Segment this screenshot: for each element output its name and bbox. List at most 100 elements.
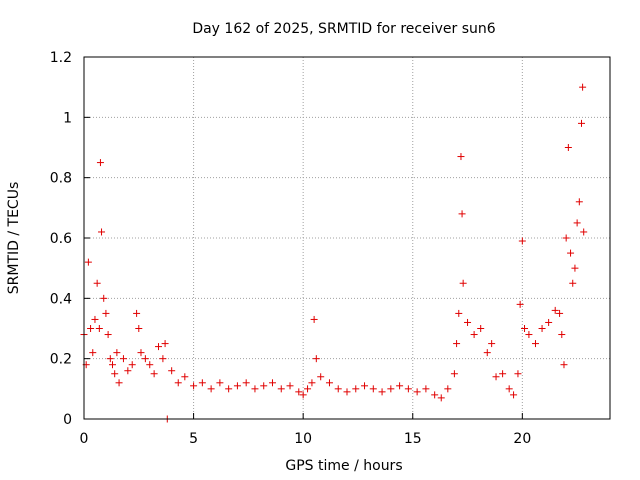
data-point — [518, 237, 526, 245]
data-point — [111, 370, 119, 378]
data-point — [488, 340, 496, 348]
data-point — [580, 228, 588, 236]
data-point — [558, 331, 566, 339]
data-point — [521, 325, 529, 332]
data-point — [93, 279, 101, 287]
data-point — [575, 198, 583, 206]
data-point — [437, 394, 445, 402]
data-point — [545, 318, 553, 326]
data-point — [216, 379, 224, 387]
data-point — [146, 361, 154, 369]
data-point — [477, 325, 485, 332]
data-point — [492, 373, 500, 381]
data-point — [464, 318, 472, 326]
data-point — [578, 119, 586, 127]
data-point — [369, 385, 377, 393]
data-point — [361, 382, 369, 390]
data-point — [444, 385, 452, 393]
data-point — [579, 83, 587, 91]
data-point — [505, 385, 513, 393]
data-point — [89, 349, 97, 357]
x-tick-label: 15 — [404, 431, 422, 447]
data-point — [119, 355, 127, 363]
data-point — [569, 279, 577, 287]
data-point — [207, 385, 215, 393]
data-point — [133, 309, 141, 317]
data-point — [242, 379, 250, 387]
data-point — [396, 382, 404, 390]
data-point — [455, 309, 463, 317]
data-point — [458, 210, 466, 218]
data-point — [91, 315, 99, 323]
data-point — [457, 153, 465, 161]
data-point — [159, 355, 167, 363]
y-tick-label: 0.4 — [50, 291, 72, 307]
data-point — [352, 385, 360, 393]
data-point — [560, 361, 568, 369]
data-point — [286, 382, 294, 390]
data-point — [510, 391, 518, 399]
data-point — [84, 258, 92, 266]
data-point — [115, 379, 123, 387]
data-point — [525, 331, 533, 339]
data-point — [514, 370, 522, 378]
data-point — [470, 331, 478, 339]
data-point — [141, 355, 149, 363]
data-point — [295, 388, 303, 396]
data-point — [343, 388, 351, 396]
data-point — [174, 379, 182, 387]
x-tick-label: 10 — [294, 431, 312, 447]
data-point — [571, 264, 579, 272]
data-point — [422, 385, 430, 393]
data-points — [80, 83, 588, 423]
data-point — [96, 159, 104, 167]
x-axis-label: GPS time / hours — [285, 458, 402, 474]
data-point — [404, 385, 412, 393]
data-point — [516, 300, 524, 308]
data-point — [304, 385, 312, 393]
data-point — [499, 370, 507, 378]
data-point — [564, 144, 572, 151]
data-point — [453, 340, 461, 348]
y-tick-label: 0.8 — [50, 171, 72, 187]
data-point — [106, 355, 114, 363]
data-point — [150, 370, 158, 378]
data-point — [562, 234, 570, 242]
x-tick-label: 0 — [80, 431, 89, 447]
data-point — [87, 325, 95, 332]
data-point — [100, 294, 108, 302]
data-point — [198, 379, 206, 387]
data-point — [102, 309, 110, 317]
chart-title: Day 162 of 2025, SRMTID for receiver sun… — [192, 21, 495, 37]
data-point — [573, 219, 581, 227]
y-tick-label: 0.6 — [50, 231, 72, 247]
data-point — [161, 340, 169, 348]
data-point — [334, 385, 342, 393]
data-point — [95, 325, 103, 332]
data-point — [317, 373, 325, 381]
data-point — [312, 355, 320, 363]
y-tick-label: 1.2 — [50, 50, 72, 66]
data-point — [104, 331, 112, 339]
x-tick-label: 5 — [189, 431, 198, 447]
data-point — [387, 385, 395, 393]
tick-labels: 0 5 10 15 20 0 0.2 0.4 0.6 0.8 1 1.2 — [50, 50, 532, 447]
data-point — [268, 379, 276, 387]
data-point — [483, 349, 491, 357]
x-tick-label: 20 — [513, 431, 531, 447]
data-point — [450, 370, 458, 378]
data-point — [124, 367, 132, 375]
y-tick-label: 1 — [63, 110, 72, 126]
y-axis-label: SRMTID / TECUs — [6, 182, 22, 295]
data-point — [155, 343, 163, 351]
data-point — [128, 361, 136, 369]
data-point — [168, 367, 176, 375]
data-point — [251, 385, 259, 393]
data-point — [277, 385, 285, 393]
data-point — [431, 391, 439, 399]
data-point — [299, 391, 307, 399]
data-point — [135, 325, 143, 332]
y-tick-label: 0 — [63, 412, 72, 428]
data-point — [113, 349, 121, 357]
